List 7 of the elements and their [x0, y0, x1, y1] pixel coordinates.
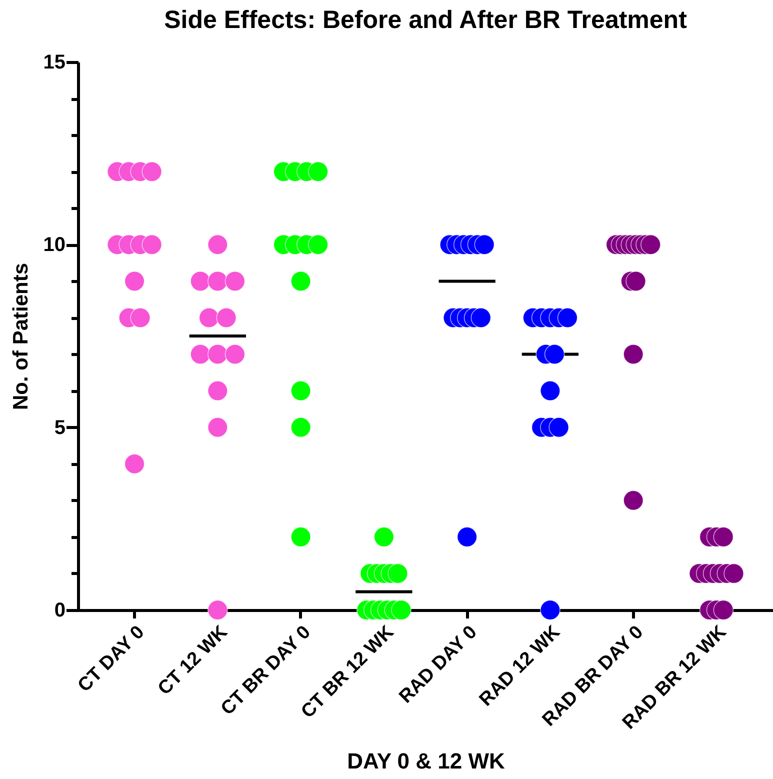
y-tick-label: 0: [54, 600, 66, 622]
y-tick-label: 5: [54, 416, 66, 439]
chart-title: Side Effects: Before and After BR Treatment: [164, 6, 688, 34]
y-tick-label: 10: [43, 234, 66, 256]
y-axis-title: No. of Patients: [9, 262, 32, 410]
x-axis-title: DAY 0 & 12 WK: [347, 748, 505, 774]
y-tick-label: 15: [43, 52, 66, 74]
